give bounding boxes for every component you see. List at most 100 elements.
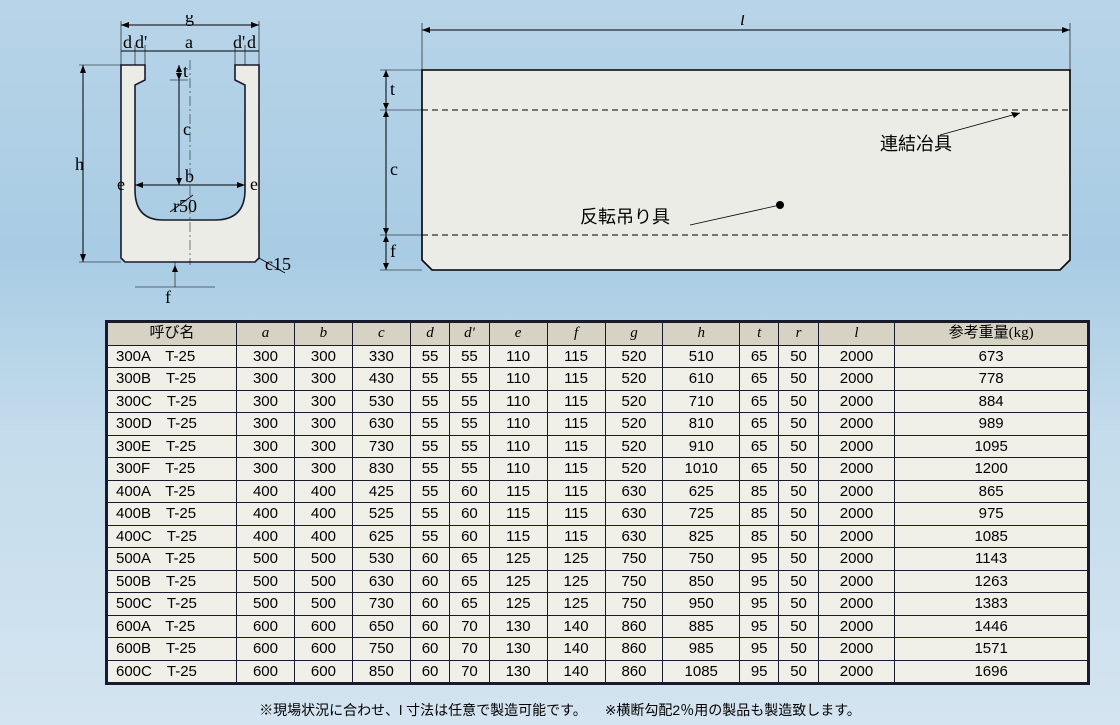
table-cell: 55 <box>450 413 489 436</box>
spec-table-wrap: 呼び名abcdd'efghtrl参考重量(kg) 300A T-25300300… <box>105 320 1090 685</box>
table-cell: 300 <box>294 458 352 481</box>
table-cell: 520 <box>605 458 663 481</box>
table-cell: 60 <box>410 570 449 593</box>
table-cell: 60 <box>450 480 489 503</box>
dim-a: a <box>185 32 193 52</box>
table-cell: 50 <box>779 413 818 436</box>
table-cell: 400 <box>294 503 352 526</box>
table-cell: 50 <box>779 458 818 481</box>
table-cell: 730 <box>352 593 410 616</box>
dim-b: b <box>185 166 194 186</box>
table-cell: 65 <box>739 345 778 368</box>
table-cell: 55 <box>410 458 449 481</box>
table-row: 600B T-256006007506070130140860985955020… <box>107 638 1089 661</box>
table-cell: 1263 <box>895 570 1089 593</box>
table-cell: 600 <box>294 638 352 661</box>
table-cell: 85 <box>739 525 778 548</box>
table-cell: 1446 <box>895 615 1089 638</box>
table-cell: 55 <box>450 368 489 391</box>
table-cell: 500 <box>294 593 352 616</box>
col-header: 呼び名 <box>107 322 237 346</box>
table-row: 300E T-253003007305555110115520910655020… <box>107 435 1089 458</box>
table-cell: 2000 <box>818 345 895 368</box>
table-cell: 130 <box>489 638 547 661</box>
table-cell: 50 <box>779 368 818 391</box>
col-header: c <box>352 322 410 346</box>
table-cell: 85 <box>739 480 778 503</box>
col-header: h <box>663 322 740 346</box>
table-cell: 750 <box>663 548 740 571</box>
table-cell: 520 <box>605 390 663 413</box>
table-cell: 70 <box>450 660 489 684</box>
table-cell: 300D T-25 <box>107 413 237 436</box>
table-cell: 60 <box>410 548 449 571</box>
dim-l: l <box>740 15 745 29</box>
side-dim-t: t <box>390 79 395 99</box>
table-cell: 125 <box>489 570 547 593</box>
table-cell: 500B T-25 <box>107 570 237 593</box>
table-cell: 65 <box>739 390 778 413</box>
table-body: 300A T-253003003305555110115520510655020… <box>107 345 1089 684</box>
table-cell: 500 <box>237 548 295 571</box>
table-cell: 115 <box>489 503 547 526</box>
table-cell: 65 <box>450 570 489 593</box>
table-cell: 140 <box>547 615 605 638</box>
table-cell: 300 <box>237 345 295 368</box>
table-cell: 400B T-25 <box>107 503 237 526</box>
table-cell: 50 <box>779 503 818 526</box>
table-cell: 115 <box>547 368 605 391</box>
col-header: r <box>779 322 818 346</box>
table-cell: 65 <box>739 368 778 391</box>
table-cell: 300 <box>294 368 352 391</box>
label-lifter: 反転吊り具 <box>580 207 670 227</box>
table-cell: 55 <box>410 390 449 413</box>
table-row: 600C T-256006008506070130140860108595502… <box>107 660 1089 684</box>
table-cell: 630 <box>352 413 410 436</box>
table-cell: 300B T-25 <box>107 368 237 391</box>
col-header: t <box>739 322 778 346</box>
diagram-area: h f c15 g d d' a d' d <box>0 0 1120 310</box>
table-row: 300D T-253003006305555110115520810655020… <box>107 413 1089 436</box>
table-cell: 825 <box>663 525 740 548</box>
table-cell: 500 <box>294 548 352 571</box>
table-cell: 1095 <box>895 435 1089 458</box>
table-cell: 500 <box>237 570 295 593</box>
table-cell: 50 <box>779 548 818 571</box>
table-cell: 860 <box>605 615 663 638</box>
col-header: a <box>237 322 295 346</box>
table-cell: 50 <box>779 480 818 503</box>
table-cell: 884 <box>895 390 1089 413</box>
table-cell: 525 <box>352 503 410 526</box>
table-row: 300C T-253003005305555110115520710655020… <box>107 390 1089 413</box>
table-cell: 1085 <box>663 660 740 684</box>
table-cell: 95 <box>739 548 778 571</box>
table-cell: 673 <box>895 345 1089 368</box>
col-header: 参考重量(kg) <box>895 322 1089 346</box>
table-cell: 55 <box>410 525 449 548</box>
table-cell: 2000 <box>818 593 895 616</box>
dim-d-left: d <box>123 32 132 52</box>
table-cell: 2000 <box>818 615 895 638</box>
table-cell: 55 <box>410 413 449 436</box>
table-cell: 70 <box>450 615 489 638</box>
table-cell: 600 <box>237 638 295 661</box>
table-cell: 910 <box>663 435 740 458</box>
table-cell: 975 <box>895 503 1089 526</box>
table-cell: 425 <box>352 480 410 503</box>
table-cell: 600 <box>237 615 295 638</box>
table-cell: 55 <box>450 435 489 458</box>
table-cell: 510 <box>663 345 740 368</box>
table-cell: 600 <box>237 660 295 684</box>
table-cell: 400 <box>294 525 352 548</box>
table-cell: 85 <box>739 503 778 526</box>
table-cell: 1143 <box>895 548 1089 571</box>
col-header: f <box>547 322 605 346</box>
side-dim-c: c <box>390 159 398 179</box>
table-cell: 400 <box>237 480 295 503</box>
table-cell: 430 <box>352 368 410 391</box>
table-row: 500A T-255005005306065125125750750955020… <box>107 548 1089 571</box>
table-cell: 115 <box>547 413 605 436</box>
table-cell: 725 <box>663 503 740 526</box>
table-cell: 520 <box>605 413 663 436</box>
table-cell: 125 <box>547 593 605 616</box>
